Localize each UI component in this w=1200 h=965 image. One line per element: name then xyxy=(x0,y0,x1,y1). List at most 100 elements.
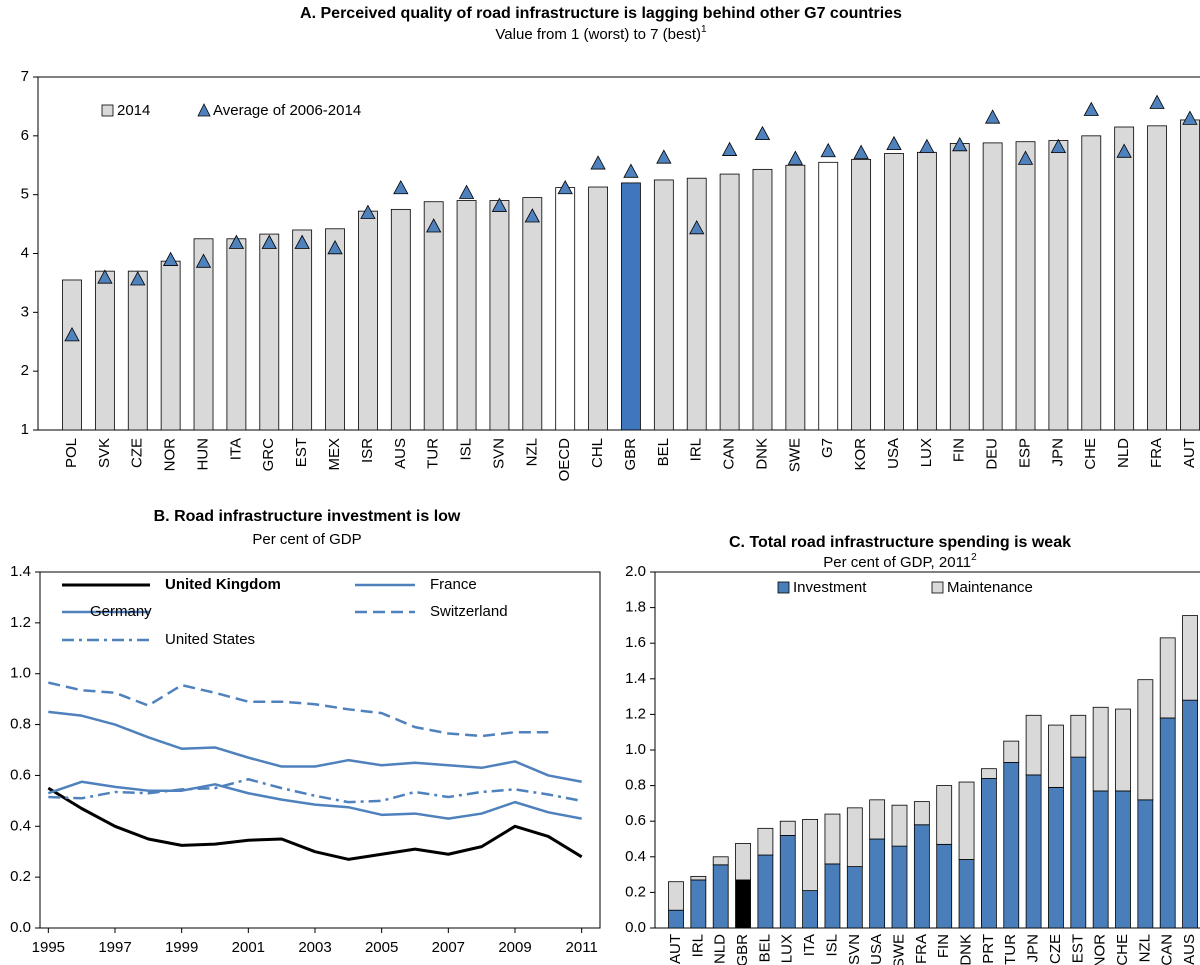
bar-segment xyxy=(735,843,751,881)
bar xyxy=(686,177,707,431)
legend-label: Germany xyxy=(90,603,152,620)
marker xyxy=(1050,138,1067,154)
x-tick-label: GBR xyxy=(622,438,639,471)
legend-label: United Kingdom xyxy=(165,576,281,593)
x-tick-label: CAN xyxy=(721,438,738,470)
legend-label: Average of 2006-2014 xyxy=(213,102,361,119)
marker xyxy=(426,218,442,233)
bar xyxy=(127,270,148,431)
legend-swatch xyxy=(101,104,114,117)
x-tick-label: TUR xyxy=(425,438,442,469)
line-series xyxy=(47,780,582,820)
x-tick-label: DEU xyxy=(984,438,1001,470)
y-tick-label: 0.8 xyxy=(10,716,31,733)
subtitle-note: 2 xyxy=(971,552,977,563)
x-tick-label: PRT xyxy=(980,934,997,964)
x-tick-label: MEX xyxy=(326,438,343,471)
x-tick-label: BEL xyxy=(655,438,672,466)
bar xyxy=(390,208,411,431)
bar-segment xyxy=(1070,756,1087,929)
y-tick-label: 2 xyxy=(21,362,29,379)
subtitle-note: 1 xyxy=(701,24,707,35)
x-tick-label: CZE xyxy=(129,438,146,468)
bar xyxy=(719,173,740,431)
y-tick-label: 0.2 xyxy=(625,883,646,900)
bar xyxy=(292,229,313,431)
bar-segment xyxy=(1003,762,1020,929)
bar-segment xyxy=(936,785,953,845)
marker xyxy=(952,136,968,152)
y-tick-label: 0.0 xyxy=(625,919,646,936)
y-tick-label: 5 xyxy=(21,186,29,203)
bar-segment xyxy=(802,819,818,892)
x-tick-label: DNK xyxy=(753,438,770,470)
bar-segment xyxy=(1048,786,1064,929)
chart-subtitle: Value from 1 (worst) to 7 (best)1 xyxy=(495,24,707,43)
bar-segment xyxy=(712,864,729,929)
line-series xyxy=(48,710,582,784)
marker xyxy=(458,184,475,199)
x-tick-label: NLD xyxy=(712,934,729,964)
x-tick-label: SVN xyxy=(846,934,863,965)
bar-segment xyxy=(1092,706,1109,792)
marker xyxy=(64,327,80,342)
marker xyxy=(1182,110,1198,125)
bar-segment xyxy=(891,804,908,847)
y-tick-label: 1.4 xyxy=(10,563,31,580)
x-tick-label: ITA xyxy=(801,934,818,956)
line-series xyxy=(48,777,582,804)
bar-segment xyxy=(913,824,930,929)
marker xyxy=(1149,94,1165,109)
bar-segment xyxy=(958,859,975,929)
bar-segment xyxy=(1159,637,1176,719)
bar xyxy=(851,158,872,431)
marker xyxy=(853,144,869,159)
bar-segment xyxy=(981,768,997,779)
marker xyxy=(228,234,245,249)
legend-label: United States xyxy=(165,631,255,648)
x-tick-label: NLD xyxy=(1115,438,1132,468)
chart-title: C. Total road infrastructure spending is… xyxy=(729,534,1071,551)
marker xyxy=(1116,143,1132,158)
bar-segment xyxy=(668,881,684,911)
x-tick-label: 1999 xyxy=(165,939,198,956)
y-tick-label: 1.0 xyxy=(10,665,31,682)
marker xyxy=(327,239,343,255)
bar-segment xyxy=(981,778,997,929)
x-tick-label: IRL xyxy=(688,438,705,461)
x-tick-label: EST xyxy=(1069,934,1086,963)
marker xyxy=(360,204,376,219)
marker xyxy=(623,163,639,178)
bar-segment xyxy=(1159,717,1176,929)
bar xyxy=(259,233,280,431)
marker xyxy=(393,179,409,195)
bar-segment xyxy=(1182,615,1198,701)
x-tick-label: 1997 xyxy=(98,939,131,956)
x-tick-label: CHE xyxy=(1082,438,1099,470)
x-tick-label: ISL xyxy=(823,934,840,957)
marker xyxy=(689,219,705,235)
bar xyxy=(489,200,510,431)
bar xyxy=(818,161,839,431)
x-tick-label: 2009 xyxy=(498,939,531,956)
bar xyxy=(94,270,115,431)
bar-segment xyxy=(1115,790,1131,929)
bar xyxy=(193,238,214,431)
marker xyxy=(919,138,935,154)
marker xyxy=(294,234,310,249)
x-tick-label: POL xyxy=(63,438,80,468)
x-tick-label: DNK xyxy=(958,934,975,965)
x-tick-label: BEL xyxy=(756,934,773,962)
bar-segment xyxy=(958,781,975,860)
x-tick-label: IRL xyxy=(689,934,706,957)
line-series xyxy=(48,681,549,738)
legend-label: Investment xyxy=(793,579,867,596)
bar-segment xyxy=(1025,774,1042,929)
bar xyxy=(621,182,641,431)
y-tick-label: 1.6 xyxy=(625,634,646,651)
bar xyxy=(456,200,477,431)
y-tick-label: 0.4 xyxy=(10,817,31,834)
x-tick-label: CAN xyxy=(1159,934,1176,965)
chart-subtitle: Per cent of GDP, 20112 xyxy=(823,552,977,571)
y-tick-label: 7 xyxy=(21,68,29,85)
